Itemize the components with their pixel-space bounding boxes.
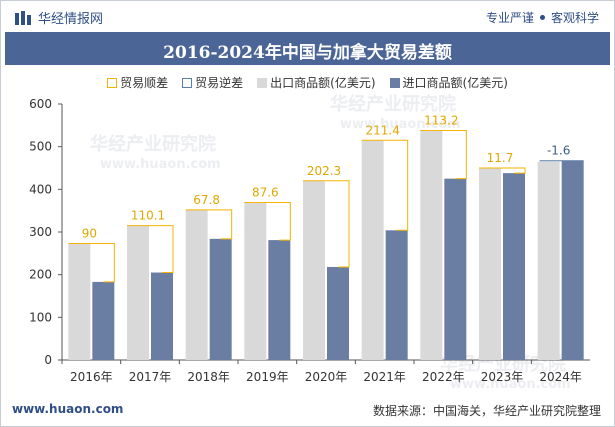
balance-label: 113.2: [424, 113, 458, 127]
x-tick-label: 2017年: [129, 370, 172, 384]
import-bar: [327, 266, 349, 360]
legend-label-export: 出口商品额(亿美元): [270, 76, 376, 90]
y-tick-label: 400: [29, 182, 52, 196]
brand: 华经情报网: [15, 8, 103, 27]
balance-connector: [361, 139, 409, 231]
top-bar: 华经情报网 专业严谨 客观科学: [0, 0, 615, 30]
footer-source: 数据来源：中国海关，华经产业研究院整理: [372, 404, 601, 418]
y-tick-label: 600: [29, 97, 52, 111]
balance-label: -1.6: [547, 144, 570, 158]
x-tick-label: 2019年: [246, 370, 289, 384]
balance-label: 202.3: [307, 164, 341, 178]
balance-label: 90: [82, 227, 97, 241]
legend-item-deficit: 贸易逆差: [182, 74, 243, 91]
slogan: 专业严谨 客观科学: [486, 9, 599, 26]
balance-label: 110.1: [131, 209, 165, 223]
export-bar: [185, 209, 208, 360]
legend-label-surplus: 贸易顺差: [120, 76, 169, 90]
legend-label-import: 进口商品额(亿美元): [402, 76, 508, 90]
x-tick-label: 2020年: [305, 370, 348, 384]
balance-label: 67.8: [193, 193, 220, 207]
y-tick-label: 200: [29, 268, 52, 282]
legend-swatch-deficit: [182, 77, 193, 88]
x-tick-label: 2024年: [539, 370, 582, 384]
export-bar: [303, 180, 325, 360]
x-tick-label: 2018年: [187, 370, 230, 384]
balance-connector: [185, 209, 233, 240]
watermark-url: www.huaon.com: [450, 377, 571, 392]
export-bar: [537, 161, 560, 360]
y-tick-label: 300: [29, 225, 52, 239]
dot-icon: [539, 15, 545, 20]
import-bar: [503, 173, 525, 360]
balance-connector: [127, 225, 174, 274]
import-bar: [151, 272, 173, 360]
slogan-left: 专业严谨: [485, 11, 534, 25]
watermark-url: www.huaon.com: [100, 157, 221, 172]
balance-label: 11.7: [487, 151, 514, 165]
import-bar: [209, 238, 232, 360]
legend-swatch-import: [389, 77, 400, 88]
title-band: 2016-2024年中国与加拿大贸易差额: [5, 32, 610, 65]
import-bar: [561, 160, 584, 360]
watermark-text: 华经产业研究院: [330, 93, 456, 115]
export-bar: [127, 225, 149, 360]
slogan-right: 客观科学: [550, 11, 599, 25]
export-bar: [420, 130, 443, 360]
legend: 贸易顺差 贸易逆差 出口商品额(亿美元) 进口商品额(亿美元): [0, 74, 615, 91]
watermark-text: 华经产业研究院: [440, 353, 566, 375]
legend-item-import: 进口商品额(亿美元): [389, 74, 508, 91]
watermark-url: www.huaon.com: [340, 117, 461, 132]
balance-connector: [479, 167, 526, 174]
export-bar: [479, 168, 501, 360]
import-bar: [268, 240, 291, 360]
y-tick-label: 100: [29, 310, 52, 324]
balance-connector: [420, 129, 467, 180]
import-bar: [444, 178, 467, 360]
chart-title: 2016-2024年中国与加拿大贸易差额: [163, 43, 452, 63]
x-tick-label: 2016年: [70, 370, 113, 384]
legend-item-export: 出口商品额(亿美元): [257, 74, 376, 91]
y-tick-label: 0: [44, 353, 52, 367]
x-tick-label: 2022年: [422, 370, 465, 384]
balance-connector: [244, 202, 291, 241]
legend-swatch-export: [257, 77, 268, 88]
footer-site: www.huaon.com: [12, 402, 124, 416]
balance-label: 211.4: [365, 123, 399, 137]
import-bar: [92, 281, 115, 360]
legend-item-surplus: 贸易顺差: [107, 74, 168, 91]
balance-connector: [68, 243, 115, 283]
export-bar: [244, 202, 267, 360]
y-tick-label: 500: [29, 140, 52, 154]
x-tick-label: 2021年: [363, 370, 406, 384]
footer: www.huaon.com 数据来源：中国海关，华经产业研究院整理: [0, 399, 615, 423]
balance-connector: [303, 180, 350, 268]
export-bar: [68, 243, 91, 360]
brand-name: 华经情报网: [38, 12, 104, 27]
import-bar: [385, 230, 408, 360]
legend-label-deficit: 贸易逆差: [195, 76, 244, 90]
watermark-text: 华经产业研究院: [90, 133, 216, 155]
balance-label: 87.6: [252, 186, 279, 200]
brand-logo-icon: [15, 10, 31, 25]
x-tick-label: 2023年: [481, 370, 524, 384]
export-bar: [361, 140, 384, 360]
legend-swatch-surplus: [107, 77, 118, 88]
